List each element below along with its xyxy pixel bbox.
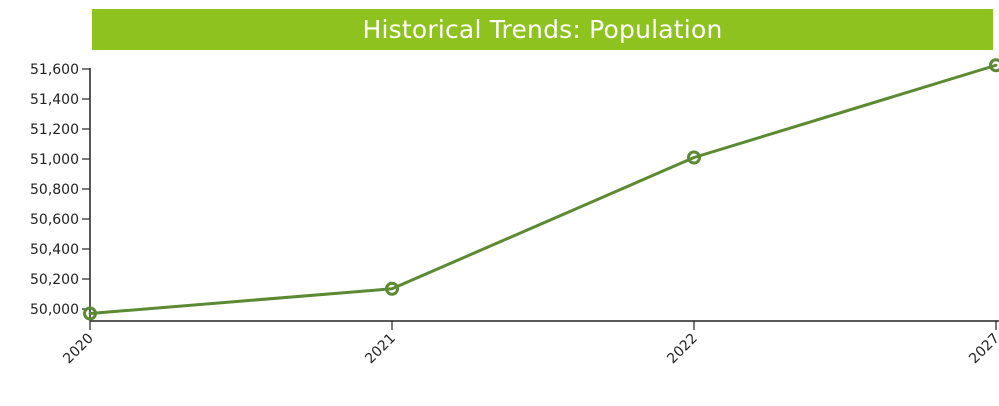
y-tick-label: 50,600	[30, 212, 79, 228]
chart-title-bar: Historical Trends: Population	[92, 9, 993, 50]
y-tick-label: 51,000	[30, 152, 79, 168]
y-tick-label: 51,400	[30, 92, 79, 108]
chart-title: Historical Trends: Population	[362, 15, 723, 44]
data-point-marker	[687, 150, 701, 165]
data-point-marker	[385, 281, 399, 296]
x-tick-label: 2020	[60, 331, 97, 368]
x-tick-label: 2027	[966, 331, 999, 368]
series-line	[88, 63, 998, 315]
y-tick-label: 50,200	[30, 272, 79, 288]
y-tick-label: 51,200	[30, 122, 79, 138]
y-tick-label: 50,000	[30, 302, 79, 318]
data-point-marker	[989, 58, 999, 73]
y-axis: 50,000 50,200 50,400 50,600 50,800 51,000 51,2…	[30, 62, 91, 321]
y-tick-label: 50,800	[30, 182, 79, 198]
x-tick-label: 2021	[362, 331, 399, 368]
x-tick-label: 2022	[664, 331, 701, 368]
data-point-marker	[83, 306, 97, 321]
x-axis: 2020 2021 2022 2027	[60, 320, 999, 368]
y-tick-label: 51,600	[30, 62, 79, 78]
y-tick-label: 50,400	[30, 242, 79, 258]
series-group	[83, 58, 999, 321]
